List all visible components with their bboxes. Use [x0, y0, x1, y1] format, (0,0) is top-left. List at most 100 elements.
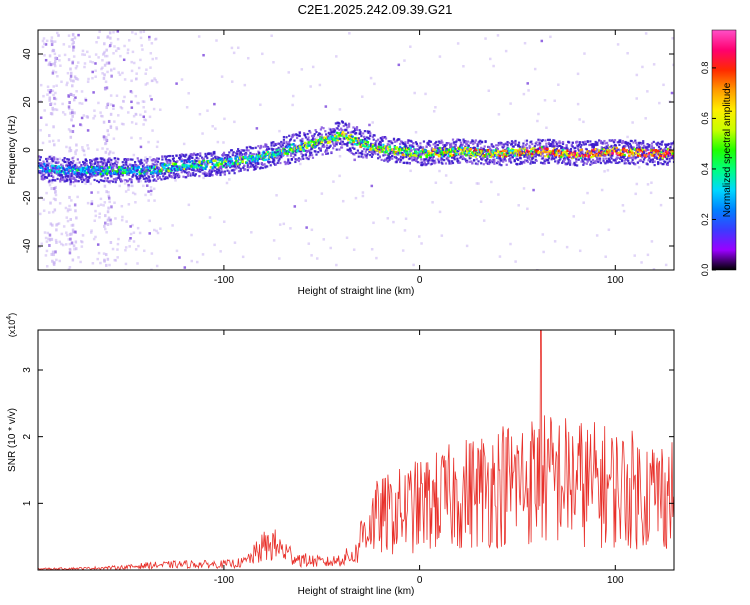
- spectrogram-point: [524, 144, 528, 147]
- spectrogram-point: [427, 150, 430, 153]
- spectrogram-point: [106, 218, 110, 222]
- spectrogram-point: [320, 192, 324, 195]
- spectrogram-point: [41, 45, 45, 49]
- spectrogram-point: [489, 57, 492, 61]
- spectrogram-point: [213, 243, 216, 247]
- spectrogram-point: [91, 262, 95, 265]
- spectrogram-point: [505, 142, 508, 145]
- spectrogram-point: [72, 55, 76, 58]
- spectrogram-point: [91, 174, 94, 177]
- spectrogram-point: [219, 173, 222, 177]
- spectrogram-point: [175, 172, 178, 176]
- spectrogram-point: [433, 159, 436, 162]
- spectrogram-point: [130, 91, 134, 94]
- spectrogram-point: [531, 152, 534, 156]
- spectrogram-point: [245, 149, 249, 152]
- spectrogram-point: [502, 149, 505, 153]
- spectrogram-point: [115, 127, 119, 131]
- spectrogram-point: [537, 138, 540, 141]
- spectrogram-point: [231, 152, 234, 155]
- spectrogram-point: [105, 54, 109, 58]
- spectrogram-point: [326, 152, 330, 155]
- spectrogram-point: [447, 142, 450, 145]
- spectrogram-point: [97, 36, 100, 39]
- spectrogram-point: [273, 159, 276, 162]
- spectrogram-point: [102, 169, 105, 172]
- spectrogram-point: [88, 176, 91, 180]
- spectrogram-point: [306, 138, 309, 141]
- spectrogram-point: [304, 199, 308, 202]
- spectrogram-point: [110, 179, 113, 183]
- spectrogram-point: [232, 51, 236, 55]
- spectrogram-point: [362, 140, 366, 143]
- spectrogram-point: [621, 139, 625, 143]
- spectrogram-point: [275, 148, 278, 151]
- spectrogram-point: [652, 140, 655, 144]
- spectrogram-point: [49, 63, 53, 67]
- spectrogram-point: [52, 125, 55, 129]
- spectrogram-point: [68, 195, 71, 199]
- spectrogram-point: [284, 151, 288, 155]
- spectrogram-point: [69, 179, 72, 182]
- spectrogram-point: [546, 159, 550, 162]
- spectrogram-point: [308, 155, 311, 158]
- spectrogram-point: [336, 127, 339, 130]
- y-tick-label: 1: [22, 500, 33, 506]
- spectrogram-point: [415, 148, 418, 151]
- spectrogram-point: [183, 266, 187, 269]
- spectrogram-point: [591, 155, 595, 158]
- spectrogram-point: [577, 158, 581, 161]
- spectrogram-point: [359, 144, 362, 147]
- spectrogram-point: [502, 152, 506, 156]
- spectrogram-point: [439, 158, 442, 161]
- spectrogram-point: [441, 158, 444, 161]
- spectrogram-point: [219, 171, 222, 174]
- spectrogram-point: [38, 155, 41, 158]
- spectrogram-point: [343, 143, 346, 146]
- spectrogram-point: [82, 114, 86, 117]
- spectrogram-point: [671, 156, 674, 160]
- spectrogram-point: [290, 143, 293, 146]
- spectrogram-point: [232, 151, 235, 154]
- spectrogram-point: [152, 107, 156, 111]
- spectrogram-point: [141, 171, 144, 174]
- spectrogram-point: [206, 109, 209, 112]
- spectrogram-point: [553, 145, 556, 148]
- spectrogram-point: [111, 247, 115, 251]
- spectrogram-point: [146, 157, 149, 161]
- spectrogram-point: [162, 175, 165, 178]
- spectrogram-point: [351, 146, 354, 149]
- spectrogram-point: [137, 244, 140, 248]
- spectrogram-point: [348, 32, 351, 35]
- spectrogram-point: [581, 150, 584, 153]
- spectrogram-point: [289, 138, 293, 141]
- spectrogram-point: [348, 141, 352, 144]
- spectrogram-point: [622, 156, 625, 159]
- spectrogram-point: [81, 175, 84, 178]
- spectrogram-point: [581, 152, 584, 155]
- spectrogram-point: [378, 150, 382, 154]
- spectrogram-point: [115, 126, 118, 129]
- spectrogram-point: [160, 168, 164, 172]
- spectrogram-point: [284, 161, 287, 164]
- spectrogram-point: [263, 158, 266, 162]
- spectrogram-point: [659, 203, 663, 207]
- spectrogram-point: [338, 174, 341, 178]
- spectrogram-point: [69, 182, 72, 186]
- spectrogram-point: [445, 143, 448, 146]
- spectrogram-point: [83, 53, 86, 57]
- spectrogram-point: [653, 151, 657, 154]
- spectrogram-point: [365, 145, 369, 148]
- spectrogram-point: [92, 91, 95, 94]
- spectrogram-point: [607, 157, 610, 160]
- spectrogram-point: [220, 168, 223, 171]
- spectrogram-point: [531, 157, 534, 161]
- spectrogram-point: [292, 146, 295, 150]
- spectrogram-point: [65, 216, 69, 219]
- spectrogram-point: [652, 268, 656, 270]
- spectrogram-point: [233, 164, 236, 167]
- spectrogram-point: [130, 181, 133, 184]
- spectrogram-point: [430, 147, 433, 150]
- spectrogram-point: [301, 137, 304, 141]
- spectrogram-point: [578, 118, 581, 121]
